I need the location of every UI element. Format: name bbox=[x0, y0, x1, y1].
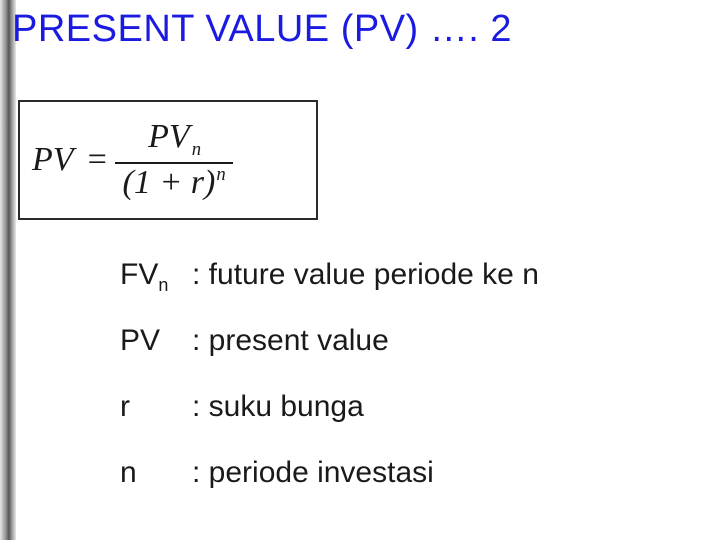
definition-term: n bbox=[120, 456, 192, 494]
term-main: PV bbox=[120, 324, 160, 357]
formula-equals: = bbox=[80, 141, 115, 179]
definition-term: PV bbox=[120, 324, 192, 362]
formula-fraction: PVn (1 + r)n bbox=[115, 118, 233, 202]
decorative-side-strip bbox=[0, 0, 16, 540]
term-main: FV bbox=[120, 258, 158, 291]
definition-row: n : periode investasi bbox=[120, 456, 539, 494]
definition-term: FVn bbox=[120, 258, 192, 296]
definition-text: : periode investasi bbox=[192, 456, 434, 490]
definition-row: r : suku bunga bbox=[120, 390, 539, 428]
term-main: n bbox=[120, 456, 137, 489]
numerator-subscript: n bbox=[192, 139, 201, 160]
definition-text: : present value bbox=[192, 324, 389, 358]
slide-title: PRESENT VALUE (PV) …. 2 bbox=[12, 8, 512, 51]
formula-denominator: (1 + r)n bbox=[115, 164, 233, 202]
formula-lhs: PV bbox=[32, 141, 80, 179]
term-main: r bbox=[120, 390, 130, 423]
term-sub: n bbox=[158, 275, 168, 295]
denominator-base: (1 + r) bbox=[123, 164, 216, 201]
definition-row: PV : present value bbox=[120, 324, 539, 362]
definitions-list: FVn : future value periode ke n PV : pre… bbox=[120, 258, 539, 522]
definition-text: : suku bunga bbox=[192, 390, 364, 424]
definition-text: : future value periode ke n bbox=[192, 258, 539, 292]
numerator-main: PV bbox=[148, 118, 190, 155]
formula-numerator: PVn bbox=[140, 118, 207, 162]
formula-box: PV = PVn (1 + r)n bbox=[18, 100, 318, 220]
definition-row: FVn : future value periode ke n bbox=[120, 258, 539, 296]
denominator-superscript: n bbox=[216, 164, 225, 185]
definition-term: r bbox=[120, 390, 192, 428]
pv-formula: PV = PVn (1 + r)n bbox=[32, 118, 233, 202]
